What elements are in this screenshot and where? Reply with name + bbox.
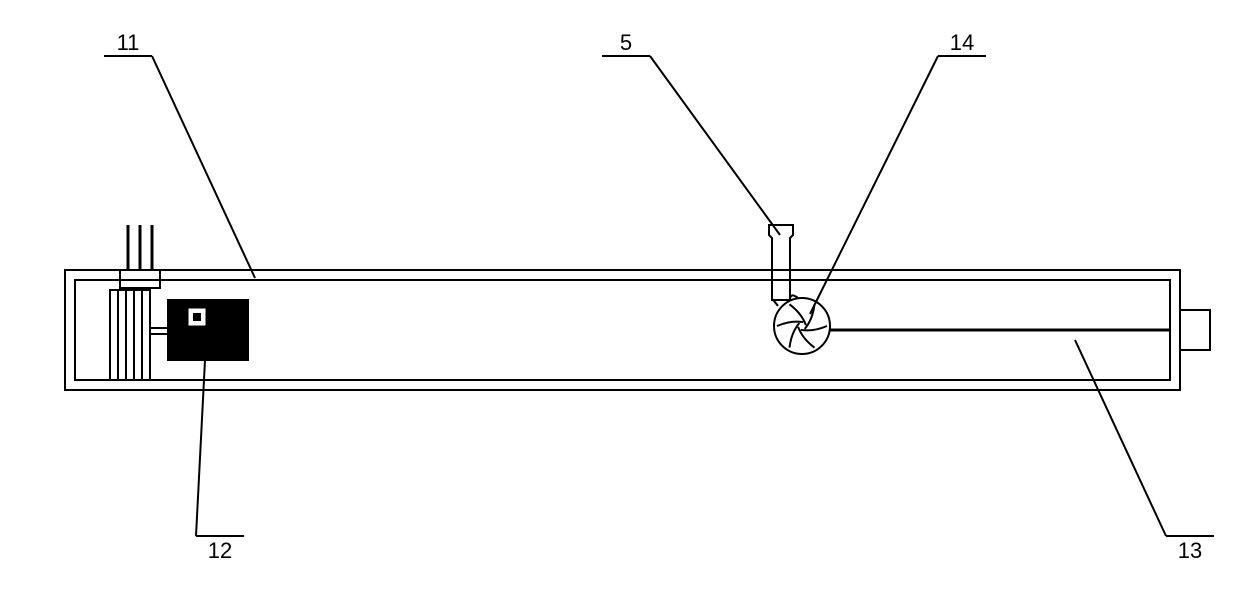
label-14: 14 (950, 30, 974, 55)
diagram-svg: 11 5 14 12 13 (0, 0, 1239, 588)
impeller-blade (790, 323, 800, 348)
inlet-tube-top (769, 225, 793, 300)
label-11: 11 (117, 30, 140, 55)
leader-line-13 (1075, 340, 1166, 536)
leader-line-12 (196, 360, 205, 536)
motor-terminal-dot (193, 313, 201, 321)
label-5: 5 (620, 30, 632, 55)
heatsink-outline (110, 290, 150, 380)
motor-body (168, 300, 248, 360)
label-13: 13 (1178, 538, 1202, 563)
leader-line-5 (650, 56, 780, 235)
motor-shaft (150, 328, 168, 334)
right-cap (1180, 310, 1210, 350)
label-12: 12 (208, 538, 232, 563)
engineering-diagram: 11 5 14 12 13 (0, 0, 1239, 588)
impeller-housing (774, 298, 830, 354)
leader-line-11 (152, 56, 255, 278)
leader-line-14 (810, 56, 938, 314)
